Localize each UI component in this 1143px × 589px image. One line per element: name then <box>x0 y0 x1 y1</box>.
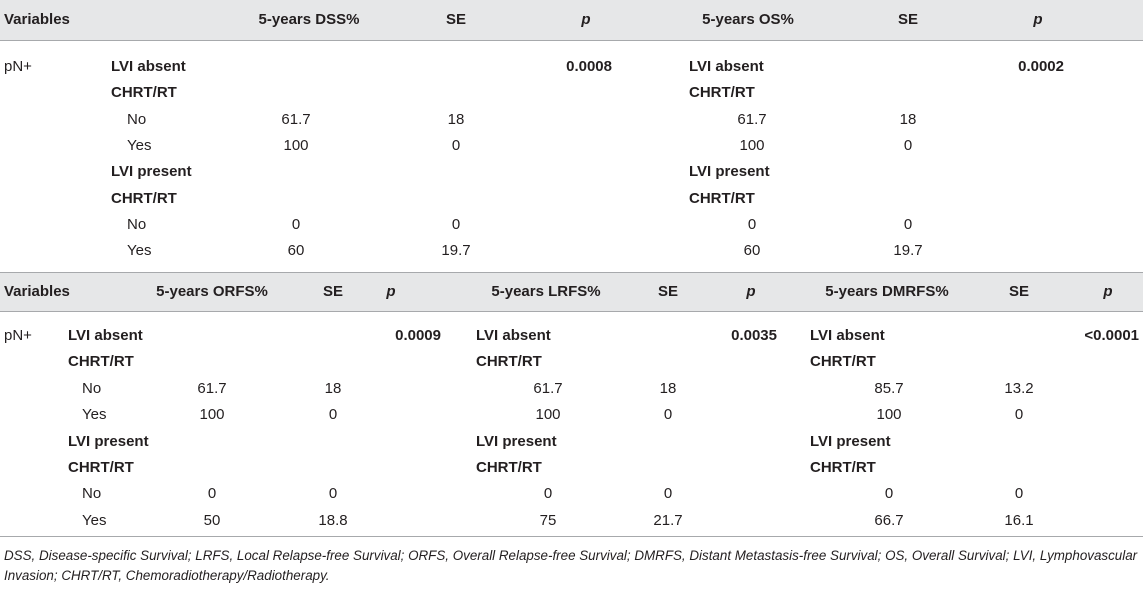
table1-header-cell: SE <box>445 11 467 28</box>
table1-dss-value: 0 <box>291 215 301 233</box>
table1-os-se: 19.7 <box>893 242 923 260</box>
table2-lrfs-variable-label: CHRT/RT <box>476 459 542 476</box>
table1-os-se: 18 <box>899 110 917 128</box>
table2-dmrfs-value: 85.7 <box>874 379 904 397</box>
table1-p-value-dss: 0.0008 <box>566 58 612 75</box>
table1-variable-label: CHRT/RT <box>111 84 177 102</box>
table1-variable-label: No <box>127 215 147 233</box>
table2-orfs-value: 100 <box>199 406 225 424</box>
table2-variable-label: LVI present <box>68 432 149 450</box>
table2-dmrfs-variable-label: CHRT/RT <box>810 353 876 371</box>
table2-header-cell: 5-years LRFS% <box>491 283 601 300</box>
table1-header-rule <box>0 40 1143 41</box>
table1-variable-label: CHRT/RT <box>111 189 177 207</box>
table1-variable-label: No <box>127 110 147 128</box>
table2-variable-label: Yes <box>82 406 107 424</box>
table2-orfs-value: 61.7 <box>197 379 227 397</box>
table2-lrfs-se: 21.7 <box>653 511 683 529</box>
table2-header-cell: p <box>746 283 756 300</box>
table-footnote: DSS, Disease-specific Survival; LRFS, Lo… <box>4 548 1138 583</box>
table2-row-label: pN+ <box>4 327 32 344</box>
table2-orfs-se: 18 <box>324 379 342 397</box>
table2-header-cell: p <box>1103 283 1113 300</box>
table2-variable-label: CHRT/RT <box>68 459 134 476</box>
table1-os-se: 0 <box>903 215 913 233</box>
table1-dss-se: 0 <box>451 136 461 154</box>
table1-os-variable-label: CHRT/RT <box>689 189 755 207</box>
table2-dmrfs-variable-label: CHRT/RT <box>810 459 876 476</box>
table2-orfs-se: 0 <box>328 485 338 503</box>
table2-dmrfs-se: 0 <box>1014 406 1024 424</box>
table1-header-cell: 5-years OS% <box>702 11 794 28</box>
table2-p-value: <0.0001 <box>1084 327 1139 344</box>
table2-dmrfs-variable-label: LVI present <box>810 432 891 450</box>
table2-orfs-value: 0 <box>207 485 217 503</box>
table1-dss-value: 61.7 <box>281 110 311 128</box>
table1-header-cell: p <box>1033 11 1043 28</box>
table1-os-value: 61.7 <box>737 110 767 128</box>
table2-variable-label: CHRT/RT <box>68 353 134 371</box>
table1-variable-label: Yes <box>127 242 152 260</box>
table1-header-cell: 5-years DSS% <box>258 11 360 28</box>
table2-header-cell: Variables <box>4 283 70 300</box>
table2-header-cell: SE <box>1008 283 1030 300</box>
table1-variable-label: Yes <box>127 136 152 154</box>
table2-dmrfs-se: 13.2 <box>1004 379 1034 397</box>
table2-dmrfs-se: 16.1 <box>1004 511 1034 529</box>
table1-os-value: 60 <box>743 242 761 260</box>
table2-variable-label: LVI absent <box>68 327 143 344</box>
table2-lrfs-se: 18 <box>659 379 677 397</box>
table2-p-value: 0.0009 <box>395 327 441 344</box>
table2-lrfs-value: 75 <box>539 511 557 529</box>
table2-orfs-se: 0 <box>328 406 338 424</box>
table2-dmrfs-se: 0 <box>1014 485 1024 503</box>
table1-os-variable-label: CHRT/RT <box>689 84 755 102</box>
table1-variable-label: LVI present <box>111 163 192 181</box>
table2-dmrfs-value: 66.7 <box>874 511 904 529</box>
table1-variable-label: LVI absent <box>111 58 186 75</box>
table2-header-cell: p <box>386 283 396 300</box>
table1-os-value: 0 <box>747 215 757 233</box>
table2-lrfs-value: 100 <box>535 406 561 424</box>
table2-lrfs-variable-label: CHRT/RT <box>476 353 542 371</box>
table2-top-rule <box>0 272 1143 273</box>
table2-dmrfs-value: 100 <box>876 406 902 424</box>
table2-orfs-se: 18.8 <box>318 511 348 529</box>
table2-variable-label: No <box>82 379 102 397</box>
table2-header-rule <box>0 311 1143 312</box>
table1-dss-value: 60 <box>287 242 305 260</box>
table2-header-band <box>0 273 1143 311</box>
table2-lrfs-se: 0 <box>663 485 673 503</box>
table1-header-cell: SE <box>897 11 919 28</box>
table1-dss-se: 18 <box>447 110 465 128</box>
table1-os-se: 0 <box>903 136 913 154</box>
table2-variable-label: Yes <box>82 511 107 529</box>
table2-lrfs-variable-label: LVI absent <box>476 327 551 344</box>
table1-header-band <box>0 0 1143 40</box>
table2-p-value: 0.0035 <box>731 327 777 344</box>
table1-dss-se: 19.7 <box>441 242 471 260</box>
table1-os-value: 100 <box>739 136 765 154</box>
table2-lrfs-value: 61.7 <box>533 379 563 397</box>
table1-dss-se: 0 <box>451 215 461 233</box>
table2-lrfs-se: 0 <box>663 406 673 424</box>
table2-dmrfs-variable-label: LVI absent <box>810 327 885 344</box>
table1-p-value-os: 0.0002 <box>1018 58 1064 75</box>
table-bottom-rule <box>0 536 1143 537</box>
table1-os-variable-label: LVI present <box>689 163 770 181</box>
table1-row-label: pN+ <box>4 58 32 75</box>
table2-header-cell: SE <box>322 283 344 300</box>
table2-header-cell: 5-years ORFS% <box>156 283 268 300</box>
table2-header-cell: SE <box>657 283 679 300</box>
table2-lrfs-value: 0 <box>543 485 553 503</box>
table2-lrfs-variable-label: LVI present <box>476 432 557 450</box>
table2-orfs-value: 50 <box>203 511 221 529</box>
table1-os-variable-label: LVI absent <box>689 58 764 75</box>
table2-dmrfs-value: 0 <box>884 485 894 503</box>
table2-variable-label: No <box>82 485 102 503</box>
table1-header-cell: p <box>581 11 591 28</box>
table2-header-cell: 5-years DMRFS% <box>825 283 949 300</box>
table1-dss-value: 100 <box>283 136 309 154</box>
table1-header-cell: Variables <box>4 11 70 28</box>
